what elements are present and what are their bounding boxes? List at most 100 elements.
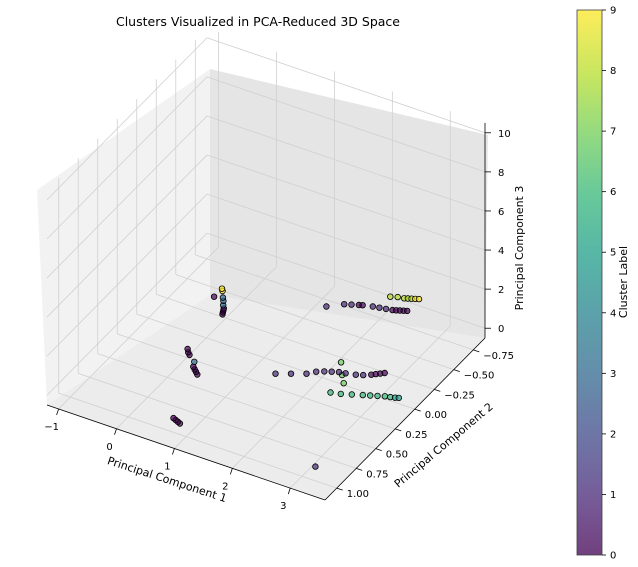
z-tick-label: 0: [498, 324, 504, 335]
y-tick-label: 0.75: [366, 469, 388, 480]
scatter-point: [272, 370, 279, 377]
scatter-point: [327, 389, 334, 396]
z-tick-label: 2: [498, 285, 504, 296]
scatter-point: [352, 371, 359, 378]
chart-title: Clusters Visualized in PCA-Reduced 3D Sp…: [116, 14, 400, 29]
y-tick-mark: [434, 388, 441, 392]
colorbar-tick-label: 5: [610, 248, 616, 259]
scatter-point: [381, 393, 389, 400]
colorbar-tick-label: 6: [610, 187, 616, 198]
colorbar-tick-label: 7: [610, 127, 616, 138]
axis-lines: [46, 123, 486, 501]
colorbar-ticks: 0 1 2 3 4 5 6 7 8 9: [602, 6, 616, 562]
x-grid-floor: [116, 266, 277, 430]
z-grid-back: [206, 232, 486, 329]
y-tick-label: 0.25: [405, 430, 427, 441]
x-tick-label: 0: [106, 442, 112, 453]
z-axis-label: Principal Component 3: [513, 186, 526, 311]
scatter-point: [395, 394, 402, 402]
scatter-point: [382, 305, 390, 313]
scatter-point: [340, 380, 347, 387]
scatter-point: [328, 368, 335, 375]
colorbar-tick-label: 1: [610, 490, 616, 501]
scatter-point: [359, 391, 366, 399]
y-tick-label: −0.25: [444, 390, 475, 401]
scatter-point: [381, 369, 388, 377]
y-tick-label: 0.50: [386, 450, 408, 461]
y-tick-mark: [414, 408, 421, 412]
colorbar-tick-label: 0: [610, 551, 616, 562]
y-tick-mark: [336, 487, 343, 491]
y-grid-floor: [117, 333, 396, 430]
scatter-point: [313, 368, 320, 375]
x-axis-line: [46, 404, 326, 501]
y-axis-line: [324, 337, 486, 501]
z-grid-back: [206, 76, 486, 173]
scatter-point: [312, 463, 319, 470]
x-tick-label: 1: [164, 462, 170, 473]
colorbar: 0 1 2 3 4 5 6 7 8 9 Cluster Label: [576, 6, 630, 562]
scatter-point: [323, 303, 330, 310]
scatter-point: [210, 293, 218, 300]
scatter-point: [394, 293, 401, 301]
scatter-point: [287, 370, 295, 377]
y-tick-label: −0.75: [483, 351, 514, 362]
scatter-point: [191, 358, 198, 365]
x-tick-label: 3: [280, 501, 286, 512]
x-grid-floor: [289, 325, 451, 489]
z-grid-back: [206, 154, 486, 251]
z-grid-back: [206, 37, 486, 134]
scatter-point: [348, 391, 355, 398]
y-tick-label: 0.00: [425, 410, 447, 421]
z-grid-left: [46, 232, 208, 396]
scatter-point: [415, 295, 423, 303]
scatter-point: [359, 302, 366, 309]
grid-lines: [46, 31, 486, 489]
scatter-point: [341, 301, 348, 308]
x-tick-mark: [114, 428, 117, 435]
x-tick-mark: [287, 487, 291, 495]
y-tick-mark: [473, 349, 480, 353]
y-grid-floor: [156, 293, 435, 390]
scatter-point: [360, 371, 367, 379]
y-tick-label: −0.50: [464, 371, 495, 382]
scatter-point: [342, 370, 349, 377]
z-tick-label: 4: [498, 246, 504, 257]
z-grid-left: [46, 76, 208, 240]
z-grid-left: [46, 193, 208, 357]
tick-labels: −1 0 1 2 3 −0.75 −0.50 −0.25 0.00 0.25 0.50 0.75 1.0…: [44, 129, 514, 512]
z-tick-label: 6: [498, 207, 504, 218]
y-tick-label: 1.00: [347, 489, 369, 500]
x-tick-label: 2: [222, 481, 228, 492]
z-grid-back: [206, 193, 486, 290]
scatter-point: [404, 307, 411, 315]
scatter-point: [170, 414, 177, 422]
scatter-point: [374, 392, 381, 400]
scatter-point: [369, 303, 376, 310]
x-grid-floor: [232, 306, 393, 469]
scatter-point: [367, 392, 374, 399]
x-tick-mark: [56, 408, 59, 416]
z-tick-label: 10: [498, 129, 511, 140]
colorbar-tick-label: 9: [610, 6, 616, 17]
scatter-points: [170, 285, 423, 470]
colorbar-tick-label: 8: [610, 66, 616, 77]
z-grid-left: [46, 37, 208, 201]
scatter-point: [335, 368, 343, 376]
z-tick-label: 8: [498, 168, 504, 179]
y-tick-mark: [453, 369, 460, 372]
scatter-point: [376, 304, 383, 311]
y-grid-floor: [195, 254, 474, 351]
z-grid-left: [46, 154, 208, 318]
scatter-point: [337, 359, 345, 366]
x-grid-floor: [174, 286, 335, 449]
x-grid-floor: [58, 246, 219, 410]
scatter-point: [348, 301, 355, 308]
x-tick-label: −1: [44, 422, 59, 433]
x-tick-mark: [229, 468, 233, 475]
scatter-point: [218, 285, 226, 292]
pane-left-wall: [37, 69, 210, 405]
colorbar-label: Cluster Label: [617, 246, 630, 318]
y-tick-mark: [375, 448, 382, 452]
